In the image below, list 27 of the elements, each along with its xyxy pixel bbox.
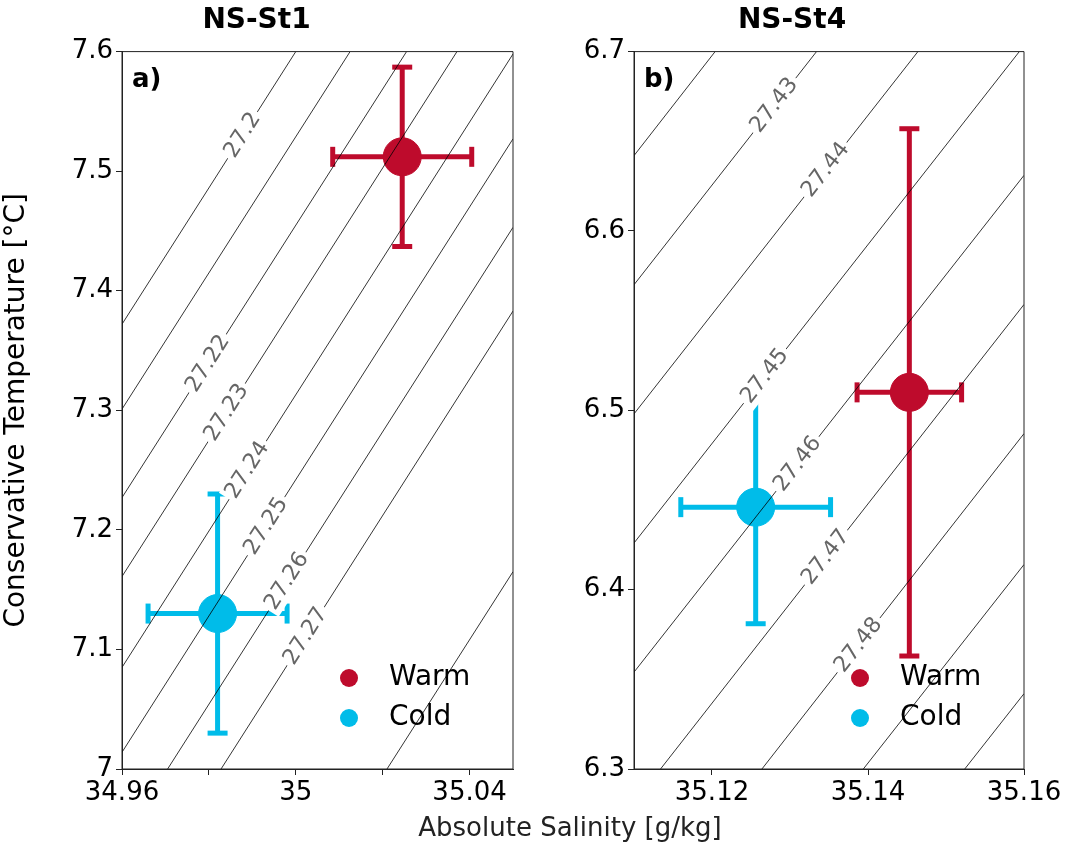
x-tick-label: 35.12 — [674, 776, 750, 807]
y-tick-label: 7.5 — [71, 153, 113, 184]
x-axis-title: Absolute Salinity [g/kg] — [417, 812, 723, 842]
x-tick-label: 35 — [279, 776, 313, 807]
y-tick-label: 6.4 — [583, 572, 625, 603]
x-tick-label: 35.04 — [432, 776, 507, 807]
y-axis-title: Conservative Temperature [°C] — [0, 193, 32, 628]
y-tick-label: 6.6 — [583, 213, 625, 244]
legend-label: Cold — [389, 699, 452, 733]
annotation: b) — [644, 63, 675, 94]
x-tick-label: 35.16 — [986, 776, 1062, 807]
y-tick-label: 6.7 — [583, 34, 625, 65]
chart-title: NS-St4 — [737, 2, 847, 36]
legend-label: Cold — [900, 699, 963, 733]
y-tick-label: 7.1 — [71, 632, 113, 663]
chart-title: NS-St1 — [202, 2, 311, 36]
y-tick-label: 6.5 — [583, 393, 625, 424]
y-tick-label: 7.3 — [71, 393, 113, 424]
y-tick-label: 6.3 — [583, 751, 625, 782]
x-tick-label: 34.96 — [84, 776, 160, 807]
y-tick-label: 7.2 — [71, 512, 113, 543]
legend-label: Warm — [389, 659, 471, 693]
annotation: a) — [132, 63, 162, 94]
legend-label: Warm — [900, 659, 982, 693]
x-tick-label: 35.14 — [830, 776, 906, 807]
y-tick-label: 7.4 — [71, 273, 113, 304]
y-tick-label: 7.6 — [71, 34, 113, 65]
